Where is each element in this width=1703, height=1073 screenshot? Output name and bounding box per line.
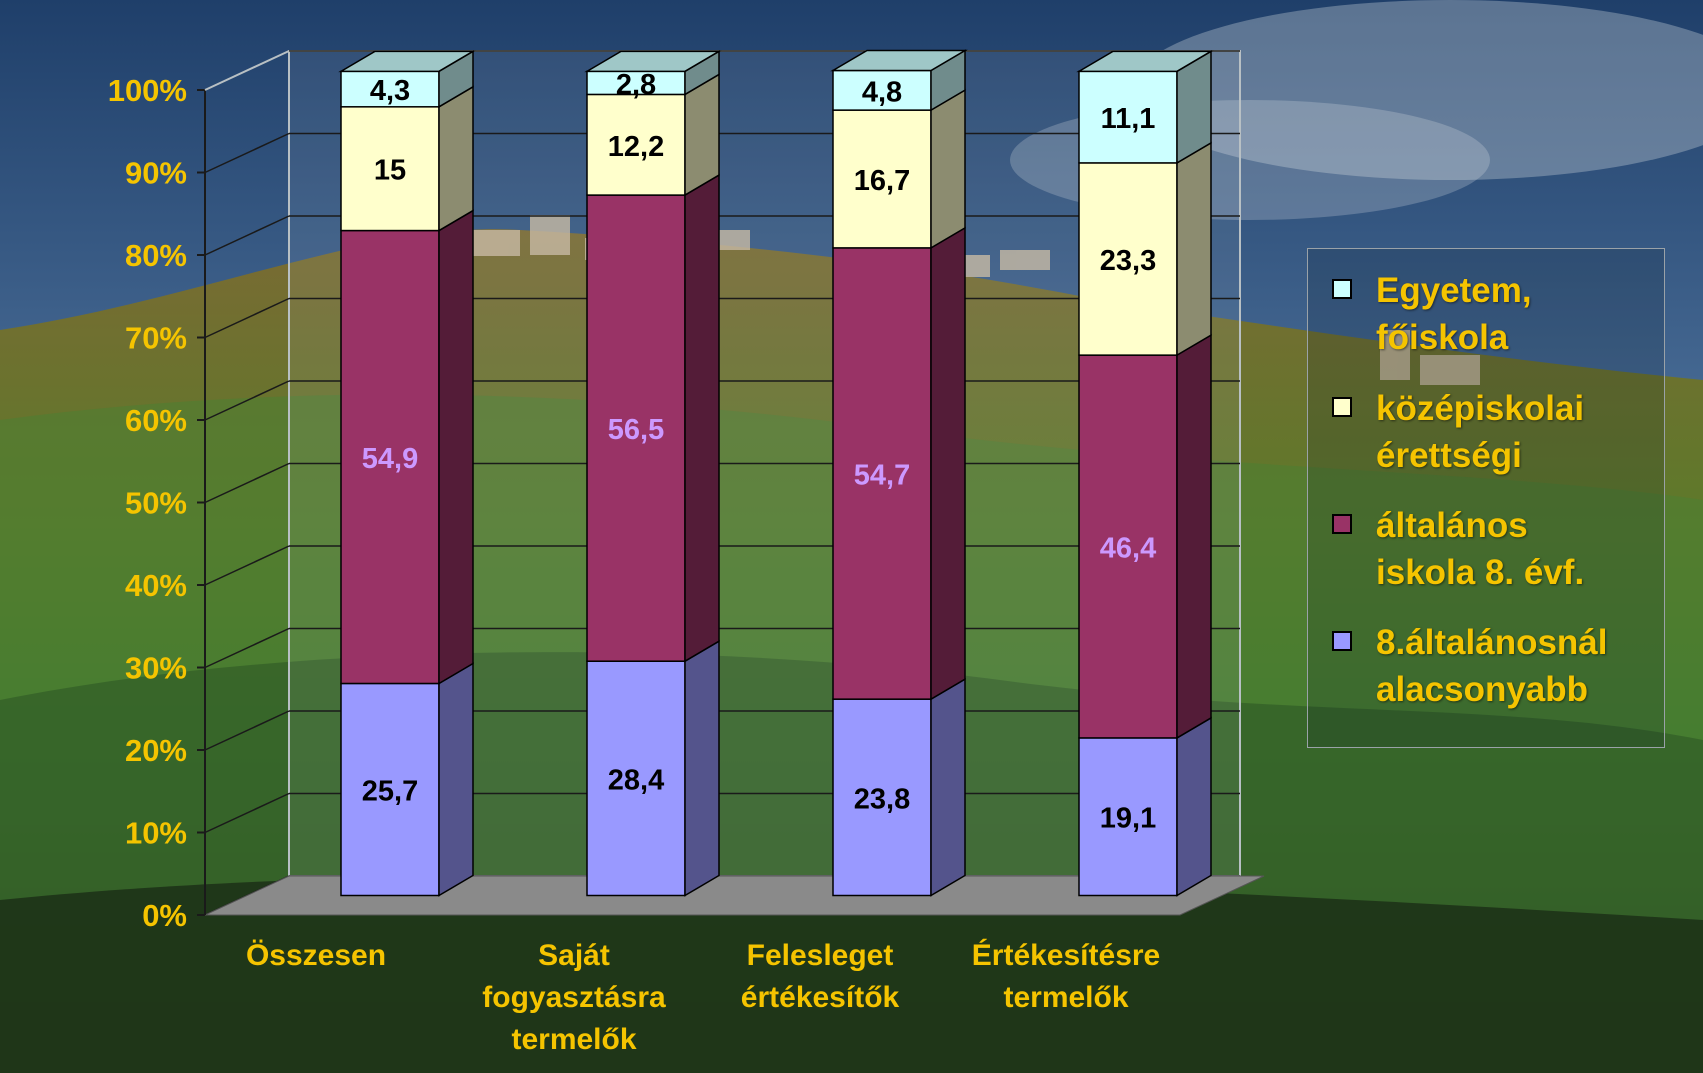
data-label: 54,9 bbox=[362, 443, 418, 475]
bar-segment-side bbox=[1176, 333, 1212, 740]
data-label: 25,7 bbox=[362, 775, 418, 807]
y-tick-label: 40% bbox=[125, 568, 187, 603]
data-label: 12,2 bbox=[608, 131, 664, 163]
bar-segment-side bbox=[1176, 141, 1212, 357]
data-label: 15 bbox=[374, 155, 406, 187]
bar-segment bbox=[340, 682, 440, 897]
legend-swatch-kozepiskolai bbox=[1332, 397, 1352, 417]
bar-segment bbox=[1078, 354, 1178, 739]
side-gridline bbox=[204, 215, 290, 256]
side-gridline bbox=[204, 132, 290, 174]
data-label: 4,3 bbox=[370, 75, 410, 107]
chart-floor bbox=[204, 875, 1265, 916]
chart-legend: Egyetem, főiskola középiskolai érettségi… bbox=[1307, 248, 1665, 748]
bar-top-face bbox=[338, 50, 476, 73]
bar-segment-side bbox=[684, 73, 720, 197]
y-tick-label: 10% bbox=[125, 816, 187, 851]
x-tick-label: Felesleget bbox=[747, 939, 894, 972]
side-gridline bbox=[204, 297, 290, 339]
legend-label-line: iskola 8. évf. bbox=[1376, 553, 1585, 592]
data-label: 23,3 bbox=[1100, 245, 1156, 277]
side-gridline bbox=[204, 462, 290, 504]
side-gridline bbox=[204, 627, 290, 669]
x-tick-label: Saját bbox=[538, 939, 610, 972]
bar-top-face bbox=[584, 50, 722, 73]
bar-segment-side bbox=[930, 226, 966, 701]
x-tick-label: Összesen bbox=[246, 939, 386, 972]
data-label: 4,8 bbox=[862, 76, 902, 108]
data-label: 54,7 bbox=[854, 460, 910, 492]
bar-segment-side bbox=[438, 85, 474, 232]
y-tick-label: 80% bbox=[125, 238, 187, 273]
side-gridline bbox=[204, 792, 290, 834]
legend-label-alacsonyabb: 8.általánosnál alacsonyabb bbox=[1376, 619, 1676, 713]
y-tick-label: 70% bbox=[125, 321, 187, 356]
data-label: 46,4 bbox=[1100, 533, 1156, 565]
legend-swatch-egyetem bbox=[1332, 279, 1352, 299]
data-label: 23,8 bbox=[854, 783, 910, 815]
legend-label-line: alacsonyabb bbox=[1376, 670, 1589, 709]
legend-label-line: általános bbox=[1376, 506, 1528, 545]
data-label: 11,1 bbox=[1101, 103, 1156, 135]
x-tick-label: termelők bbox=[511, 1023, 636, 1056]
bar-top-face bbox=[1076, 50, 1214, 73]
bar-segment-side bbox=[438, 662, 474, 897]
data-label: 16,7 bbox=[854, 165, 910, 197]
data-label: 56,5 bbox=[608, 414, 664, 446]
y-tick-label: 100% bbox=[108, 73, 187, 108]
bar-segment bbox=[832, 109, 932, 249]
bar-segment-side bbox=[438, 209, 474, 685]
legend-label-egyetem: Egyetem, főiskola bbox=[1376, 267, 1676, 361]
bar-segment-side bbox=[684, 639, 720, 897]
legend-label-line: 8.általánosnál bbox=[1376, 623, 1608, 662]
bar-segment bbox=[340, 229, 440, 685]
bar-segment-side bbox=[930, 88, 966, 250]
legend-swatch-alacsonyabb bbox=[1332, 631, 1352, 651]
data-label: 2,8 bbox=[616, 69, 656, 101]
data-label: 19,1 bbox=[1100, 803, 1156, 835]
y-tick-label: 60% bbox=[125, 403, 187, 438]
legend-swatch-altalanos bbox=[1332, 514, 1352, 534]
y-tick-label: 50% bbox=[125, 486, 187, 521]
bar-segment-side bbox=[930, 677, 966, 897]
bar-segment-side bbox=[1176, 716, 1212, 897]
bar-segment bbox=[340, 106, 440, 232]
bar-segment bbox=[586, 660, 686, 897]
legend-label-line: középiskolai bbox=[1376, 389, 1585, 428]
y-tick-label: 20% bbox=[125, 733, 187, 768]
y-tick-label: 30% bbox=[125, 651, 187, 686]
bar-segment bbox=[586, 194, 686, 662]
bar-top-face bbox=[830, 49, 968, 72]
y-tick-label: 0% bbox=[142, 898, 187, 933]
legend-label-kozepiskolai: középiskolai érettségi bbox=[1376, 385, 1676, 479]
x-tick-label: értékesítők bbox=[741, 981, 900, 1014]
legend-label-line: Egyetem, bbox=[1376, 271, 1532, 310]
side-gridline bbox=[204, 545, 290, 586]
legend-label-altalanos: általános iskola 8. évf. bbox=[1376, 502, 1676, 596]
data-label: 28,4 bbox=[608, 764, 664, 796]
bar-segment-side bbox=[684, 173, 720, 663]
side-gridline bbox=[204, 380, 290, 421]
legend-label-line: érettségi bbox=[1376, 436, 1522, 475]
legend-label-line: főiskola bbox=[1376, 318, 1509, 357]
y-tick-label: 90% bbox=[125, 156, 187, 191]
x-tick-label: Értékesítésre bbox=[972, 938, 1160, 972]
bar-segment bbox=[1078, 70, 1178, 164]
side-gridline bbox=[204, 710, 290, 751]
bar-segment bbox=[832, 69, 932, 111]
x-tick-label: termelők bbox=[1003, 981, 1128, 1014]
x-tick-label: fogyasztásra bbox=[482, 981, 666, 1014]
side-wall-top-edge bbox=[204, 50, 290, 91]
